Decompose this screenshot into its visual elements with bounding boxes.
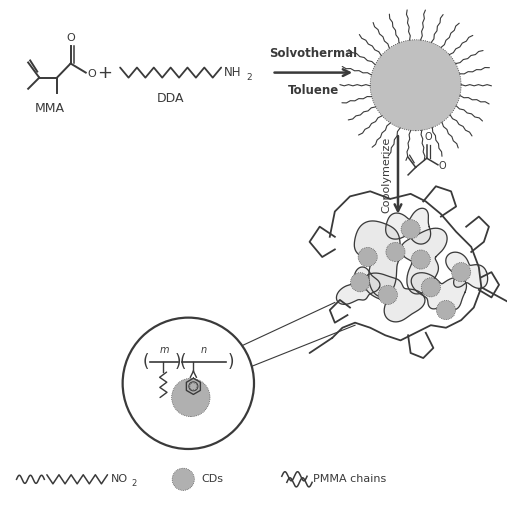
Polygon shape — [364, 273, 425, 322]
Circle shape — [358, 247, 377, 267]
Polygon shape — [401, 228, 447, 294]
Circle shape — [411, 250, 430, 269]
Circle shape — [436, 301, 456, 320]
Circle shape — [378, 285, 397, 304]
Polygon shape — [411, 273, 466, 310]
Text: O: O — [425, 132, 432, 141]
Text: CDs: CDs — [201, 474, 223, 484]
Polygon shape — [386, 208, 431, 244]
Circle shape — [172, 378, 210, 417]
Text: O: O — [66, 33, 75, 43]
Circle shape — [122, 318, 254, 449]
Text: (: ( — [143, 353, 149, 371]
Text: DDA: DDA — [157, 93, 184, 105]
Circle shape — [421, 278, 440, 297]
Circle shape — [172, 468, 195, 490]
Text: 2: 2 — [131, 480, 137, 488]
Text: Copolymerize: Copolymerize — [382, 137, 392, 213]
Text: O: O — [87, 69, 96, 79]
Circle shape — [351, 272, 370, 292]
Text: ): ) — [175, 353, 181, 371]
Text: n: n — [201, 344, 207, 355]
Circle shape — [386, 242, 405, 262]
Polygon shape — [354, 221, 401, 297]
Circle shape — [401, 219, 420, 239]
Text: +: + — [98, 64, 112, 82]
Text: NO: NO — [111, 474, 128, 484]
Text: 2: 2 — [246, 73, 252, 82]
Text: MMA: MMA — [35, 102, 65, 116]
Circle shape — [452, 263, 471, 282]
Circle shape — [190, 383, 197, 390]
Text: (: ( — [179, 353, 185, 371]
Text: Toluene: Toluene — [288, 84, 339, 97]
Circle shape — [370, 40, 461, 131]
Text: Solvothermal: Solvothermal — [269, 47, 358, 60]
Text: ): ) — [227, 353, 234, 371]
Text: PMMA chains: PMMA chains — [313, 474, 387, 484]
Polygon shape — [336, 267, 380, 304]
Text: m: m — [160, 344, 169, 355]
Text: NH: NH — [224, 66, 241, 79]
Text: O: O — [439, 161, 447, 171]
Polygon shape — [446, 252, 488, 288]
